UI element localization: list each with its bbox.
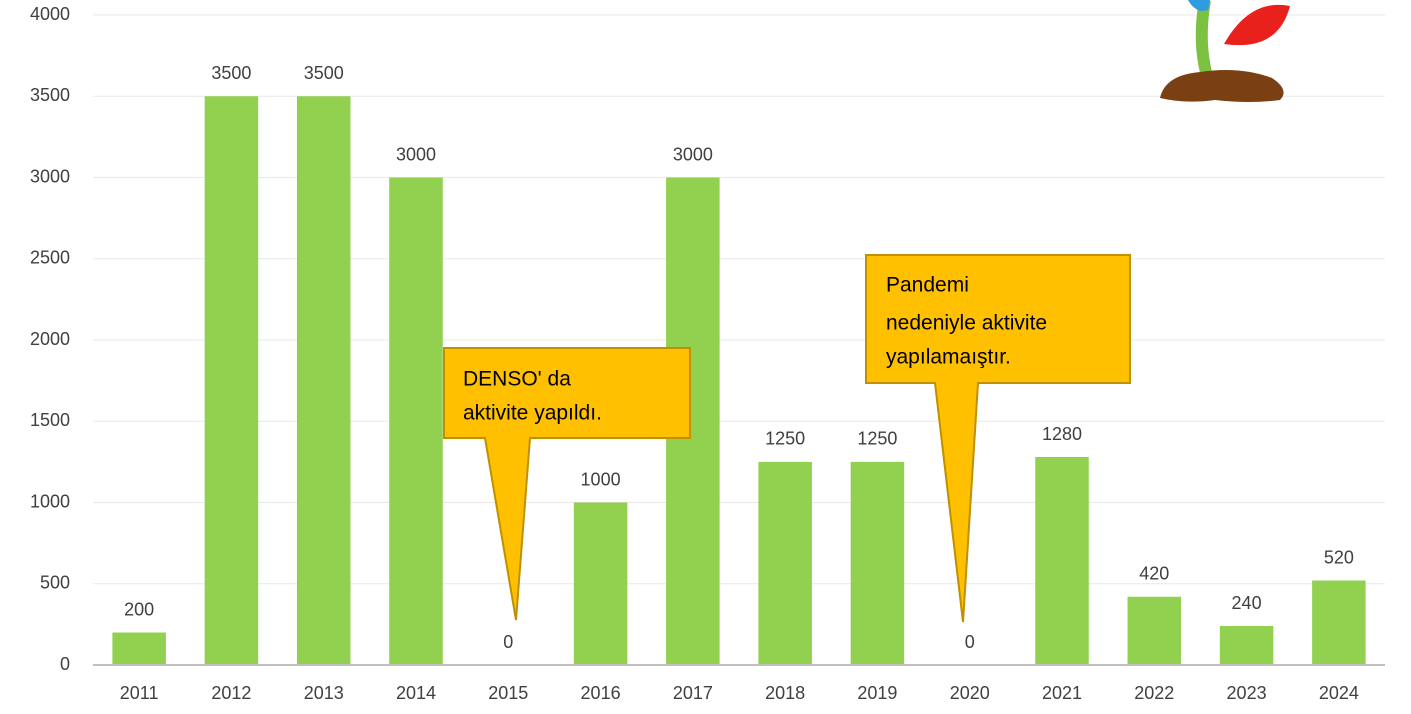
- data-label: 200: [124, 599, 154, 619]
- x-tick-label: 2018: [765, 683, 805, 703]
- flower: [1188, 0, 1210, 11]
- bar: [1035, 457, 1089, 665]
- y-tick-label: 0: [60, 654, 70, 674]
- data-label: 3000: [673, 144, 713, 164]
- annotation: nedeniyle aktivite: [886, 312, 1047, 335]
- x-tick-label: 2016: [581, 683, 621, 703]
- bar: [112, 632, 166, 665]
- annotation: DENSO' da: [463, 368, 571, 391]
- data-label: 3000: [396, 144, 436, 164]
- data-label: 0: [503, 632, 513, 652]
- bar: [1127, 596, 1182, 665]
- x-tick-label: 2011: [120, 683, 159, 703]
- y-tick-label: 2500: [30, 248, 70, 268]
- x-tick-label: 2012: [211, 683, 251, 703]
- soil: [1160, 70, 1284, 102]
- leaf: [1224, 4, 1290, 46]
- data-label: 3500: [304, 63, 344, 83]
- data-label: 1000: [581, 469, 621, 489]
- data-label: 1250: [857, 429, 897, 449]
- bar: [1312, 580, 1366, 665]
- y-tick-label: 2000: [30, 329, 70, 349]
- bar: [1219, 626, 1274, 665]
- callout-shape: [865, 254, 1131, 623]
- annotation: yapılamaıştır.: [886, 346, 1011, 369]
- bar: [389, 177, 443, 665]
- data-label: 1250: [765, 429, 805, 449]
- data-label: 240: [1232, 593, 1262, 613]
- x-tick-label: 2019: [857, 683, 897, 703]
- bar: [296, 96, 351, 665]
- callout: DENSO' da aktivite yapıldı.: [443, 347, 691, 621]
- y-tick-label: 1000: [30, 491, 70, 511]
- x-tick-label: 2015: [488, 683, 528, 703]
- y-tick-label: 3000: [30, 166, 70, 186]
- plant-icon: [1160, 0, 1290, 102]
- bar: [850, 461, 905, 665]
- callout-shape: [443, 347, 691, 621]
- x-tick-label: 2020: [950, 683, 990, 703]
- y-tick-label: 1500: [30, 410, 70, 430]
- data-label: 3500: [211, 63, 251, 83]
- bar: [758, 461, 812, 665]
- annotation: aktivite yapıldı.: [463, 402, 602, 425]
- y-tick-label: 500: [40, 573, 70, 593]
- data-label: 420: [1139, 564, 1169, 584]
- bar: [573, 502, 628, 665]
- callout: Pandemi nedeniyle aktivite yapılamaıştır…: [865, 254, 1131, 623]
- data-label: 0: [965, 632, 975, 652]
- y-tick-label: 3500: [30, 85, 70, 105]
- data-label: 520: [1324, 547, 1354, 567]
- x-tick-label: 2021: [1042, 683, 1082, 703]
- x-tick-label: 2023: [1227, 683, 1267, 703]
- x-tick-label: 2014: [396, 683, 436, 703]
- bar: [204, 96, 259, 665]
- x-tick-label: 2013: [304, 683, 344, 703]
- annotation: Pandemi: [886, 274, 969, 297]
- x-tick-label: 2022: [1134, 683, 1174, 703]
- x-tick-label: 2024: [1319, 683, 1359, 703]
- data-label: 1280: [1042, 424, 1082, 444]
- bars: 2011 200 2012 3500 2013 3500 2014 3000 2015 0 2016…: [93, 63, 1385, 703]
- y-tick-label: 4000: [30, 4, 70, 24]
- x-tick-label: 2017: [673, 683, 713, 703]
